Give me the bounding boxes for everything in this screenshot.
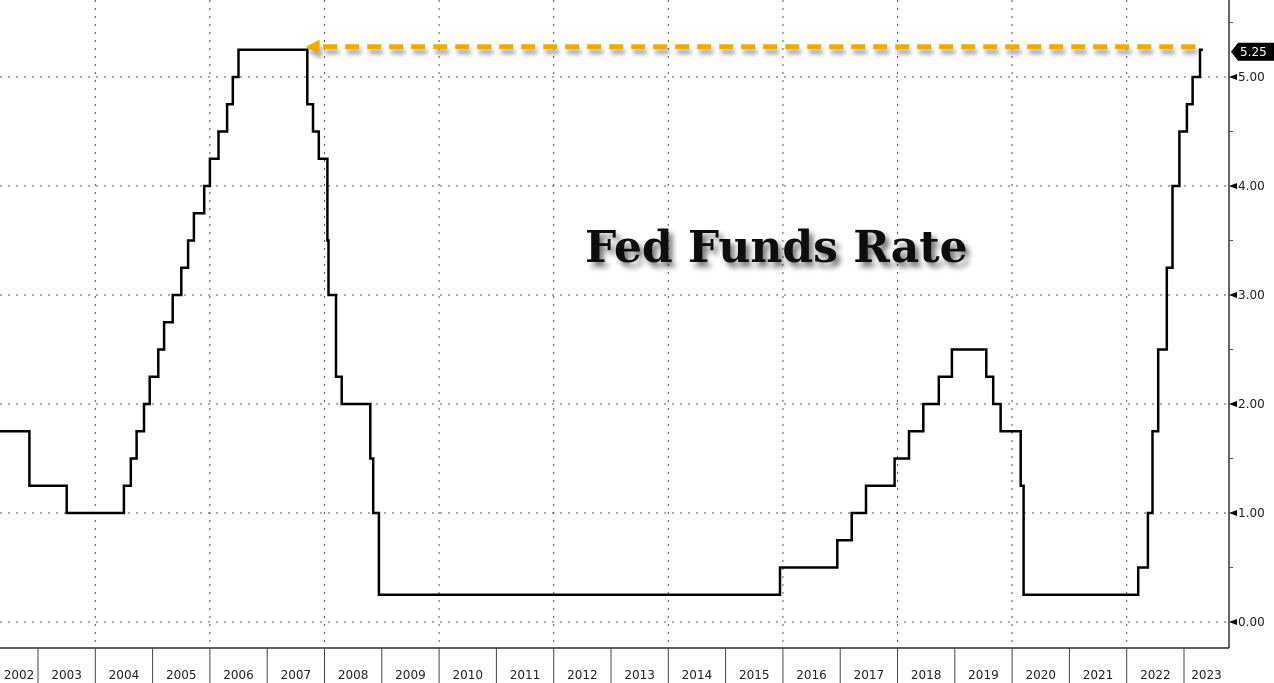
y-tick-marker	[1229, 74, 1237, 80]
y-axis-labels: 0.00 1.00 2.00 3.00 4.00 5.00	[1229, 70, 1265, 629]
x-tick-label: 2004	[109, 668, 140, 682]
y-tick-label: 0.00	[1238, 615, 1265, 629]
x-tick-label: 2018	[911, 668, 942, 682]
y-tick-label: 1.00	[1238, 506, 1265, 520]
x-tick-label: 2005	[166, 668, 197, 682]
fed-funds-rate-line	[0, 48, 1203, 597]
x-tick-label: 2023	[1191, 668, 1222, 682]
x-tick-label: 2019	[968, 668, 999, 682]
axes	[0, 0, 1233, 649]
y-tick-marker	[1229, 183, 1237, 189]
y-tick-marker	[1229, 510, 1237, 516]
x-tick-label: 2009	[395, 668, 426, 682]
gridlines	[0, 0, 1229, 648]
x-tick-label: 2002	[4, 668, 35, 682]
arrow-head	[305, 39, 320, 54]
x-tick-label: 2020	[1025, 668, 1056, 682]
x-tick-label: 2013	[624, 668, 655, 682]
y-tick-marker	[1229, 401, 1237, 407]
x-tick-label: 2010	[452, 668, 483, 682]
y-tick-label: 2.00	[1238, 397, 1265, 411]
y-tick-label: 3.00	[1238, 288, 1265, 302]
x-axis-labels: 2002 2003 2004 2005 2006 2007 2008 2009 2010 2011…	[4, 648, 1222, 683]
y-tick-marker	[1229, 292, 1237, 298]
dashed-arrow-annotation	[305, 39, 1196, 54]
x-tick-label: 2021	[1083, 668, 1114, 682]
x-tick-label: 2006	[223, 668, 254, 682]
x-tick-label: 2012	[567, 668, 598, 682]
y-tick-label: 5.00	[1238, 70, 1265, 84]
x-tick-label: 2022	[1140, 668, 1171, 682]
x-tick-label: 2016	[796, 668, 827, 682]
x-tick-label: 2011	[510, 668, 541, 682]
x-tick-label: 2007	[281, 668, 312, 682]
x-tick-label: 2008	[338, 668, 369, 682]
y-tick-label: 4.00	[1238, 179, 1265, 193]
x-tick-label: 2015	[739, 668, 770, 682]
x-tick-label: 2014	[682, 668, 713, 682]
last-value-text: 5.25	[1240, 45, 1267, 59]
x-tick-label: 2017	[854, 668, 885, 682]
y-tick-marker	[1229, 619, 1237, 625]
last-value-badge-bg	[1231, 42, 1274, 61]
chart-title: Fed Funds Rate	[585, 222, 968, 273]
x-tick-label: 2003	[51, 668, 82, 682]
last-value-badge: 5.25	[1231, 42, 1274, 61]
